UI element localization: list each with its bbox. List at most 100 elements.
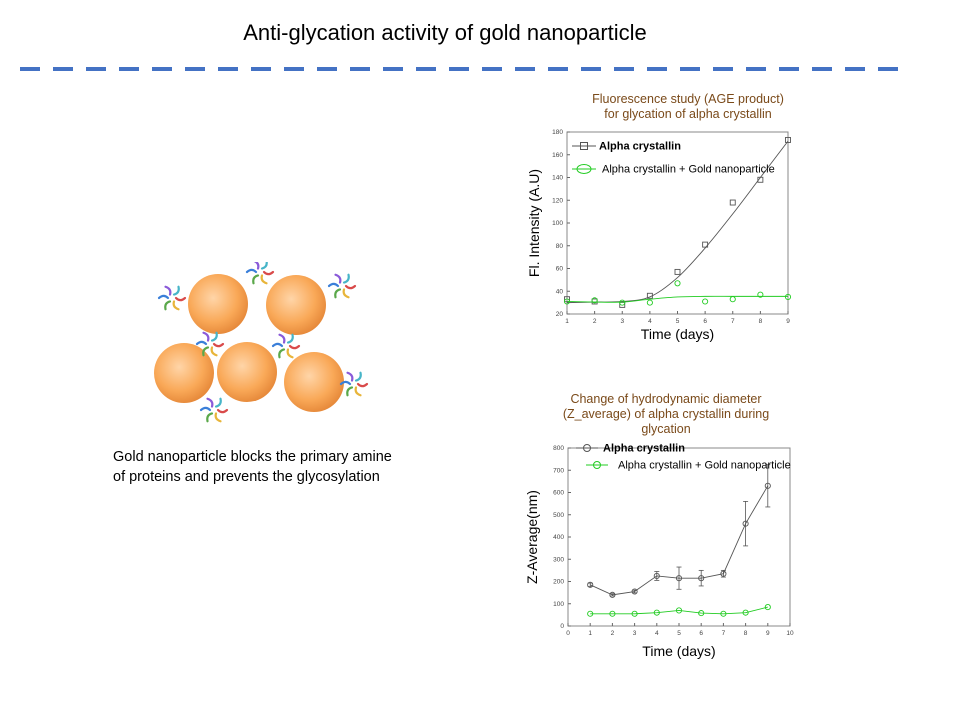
x-tick-label: 9 <box>786 318 790 325</box>
data-point <box>631 588 638 595</box>
data-point <box>720 570 727 577</box>
legend-label: Alpha crystallin + Gold nanoparticle <box>602 164 775 176</box>
legend: Alpha crystallin Alpha crystallin + Gold … <box>572 141 775 176</box>
gold-nanoparticle <box>284 352 344 412</box>
protein-icon <box>157 285 187 311</box>
data-point <box>653 609 660 616</box>
series-line <box>590 606 768 615</box>
y-axis-label: Z-Average(nm) <box>524 490 540 584</box>
slide-title: Anti-glycation activity of gold nanopart… <box>243 20 647 45</box>
y-tick-label: 20 <box>556 311 564 318</box>
y-tick-label: 100 <box>552 220 563 227</box>
x-tick-label: 5 <box>676 318 680 325</box>
protein-icon <box>245 262 275 285</box>
protein-icon <box>199 397 229 423</box>
x-tick-label: 4 <box>655 630 659 637</box>
x-tick-label: 4 <box>648 318 652 325</box>
plot-frame <box>566 131 789 315</box>
y-tick-label: 200 <box>553 579 564 586</box>
data-point <box>631 610 638 617</box>
y-tick-label: 140 <box>552 175 563 182</box>
y-tick-label: 120 <box>552 197 563 204</box>
x-tick-label: 6 <box>699 630 703 637</box>
x-tick-label: 8 <box>744 630 748 637</box>
data-point <box>646 299 653 306</box>
y-axis-label: Fl. Intensity (A.U) <box>526 169 542 277</box>
data-point <box>653 572 660 579</box>
plot-frame <box>567 447 791 627</box>
data-point <box>698 575 705 582</box>
y-tick-label: 160 <box>552 152 563 159</box>
data-point <box>742 609 749 616</box>
x-tick-label: 7 <box>731 318 735 325</box>
data-point <box>646 292 653 299</box>
data-point <box>764 604 771 611</box>
caption-line: of proteins and prevents the glycosylati… <box>113 469 380 485</box>
nanoparticle-illustration <box>154 262 369 423</box>
protein-icon <box>339 371 369 397</box>
legend-circle-icon <box>583 444 591 452</box>
data-point <box>698 610 705 617</box>
data-point <box>675 575 683 582</box>
x-tick-label: 3 <box>620 318 624 325</box>
gold-nanoparticle <box>188 274 248 334</box>
series-1 <box>587 464 771 598</box>
x-axis-label: Time (days) <box>641 326 714 342</box>
data-point <box>742 520 749 527</box>
caption: Gold nanoparticle blocks the primary ami… <box>113 447 453 487</box>
x-tick-label: 8 <box>759 318 763 325</box>
gold-nanoparticle <box>266 275 326 335</box>
data-point <box>563 298 571 305</box>
data-point <box>609 610 616 617</box>
data-point <box>757 176 764 183</box>
y-tick-label: 600 <box>553 490 564 497</box>
x-tick-label: 1 <box>588 630 592 637</box>
data-point <box>674 268 681 275</box>
fit-line <box>566 295 788 303</box>
chart2-title: Change of hydrodynamic diameter (Z_avera… <box>562 392 770 436</box>
data-point <box>720 610 727 617</box>
x-tick-label: 9 <box>766 630 770 637</box>
data-point <box>702 298 709 305</box>
legend: Alpha crystallin Alpha crystallin + Gold … <box>576 443 791 472</box>
legend-square-icon <box>580 142 588 150</box>
data-point <box>675 607 683 614</box>
legend-circle-icon <box>593 461 601 469</box>
y-tick-label: 60 <box>556 266 564 273</box>
protein-icon <box>271 333 301 359</box>
chart1-title: Fluorescence study (AGE product) for gly… <box>592 92 784 121</box>
y-tick-label: 700 <box>553 467 564 474</box>
series-2 <box>563 280 792 306</box>
y-tick-label: 180 <box>552 129 563 136</box>
x-tick-label: 3 <box>633 630 637 637</box>
x-tick-label: 6 <box>703 318 707 325</box>
x-axis-label: Time (days) <box>642 643 715 659</box>
y-tick-label: 80 <box>556 243 564 250</box>
dashed-divider <box>20 67 908 71</box>
data-point <box>785 137 791 143</box>
data-point <box>587 610 594 617</box>
series-2 <box>587 604 771 617</box>
data-point <box>757 291 764 298</box>
legend-label: Alpha crystallin + Gold nanoparticle <box>618 460 791 472</box>
protein-icon <box>327 273 357 299</box>
fluorescence-chart: 1 2 3 4 5 6 7 8 9 20 40 60 80 100 120 140 160 180 Time (da… <box>526 129 792 342</box>
x-tick-label: 7 <box>722 630 726 637</box>
x-tick-label: 0 <box>566 630 570 637</box>
data-point <box>619 299 626 306</box>
gold-nanoparticle <box>154 343 214 403</box>
x-tick-label: 2 <box>593 318 597 325</box>
y-tick-label: 0 <box>560 623 564 630</box>
y-tick-label: 800 <box>553 445 564 452</box>
legend-label: Alpha crystallin <box>603 443 685 455</box>
legend-label: Alpha crystallin <box>599 141 681 153</box>
y-tick-label: 400 <box>553 534 564 541</box>
caption-line: Gold nanoparticle blocks the primary ami… <box>113 449 392 465</box>
data-point <box>784 293 792 300</box>
x-tick-label: 10 <box>786 630 794 637</box>
data-point <box>609 591 616 598</box>
legend-circle-icon <box>576 164 592 174</box>
y-tick-label: 500 <box>553 512 564 519</box>
data-point <box>702 241 709 248</box>
y-tick-label: 300 <box>553 556 564 563</box>
